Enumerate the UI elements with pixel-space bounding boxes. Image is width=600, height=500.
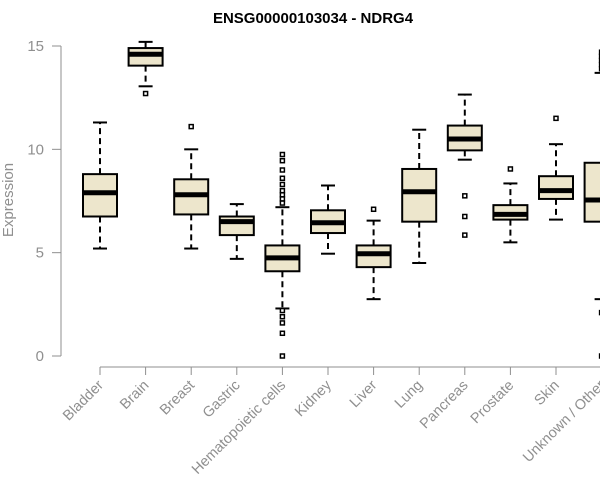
outlier-point — [462, 193, 468, 199]
box-kidney — [310, 184, 346, 255]
outlier-point — [462, 232, 468, 238]
outlier-point — [279, 181, 286, 188]
box-prostate — [492, 166, 529, 244]
plot-area — [82, 40, 600, 359]
outlier-point — [553, 115, 559, 122]
y-tick-label: 10 — [27, 141, 44, 158]
x-tick-label: Bladder — [60, 377, 107, 424]
x-tick-label: Kidney — [292, 377, 335, 420]
box-hematopoietic-cells — [264, 151, 301, 359]
box-gastric — [218, 203, 255, 260]
y-axis-label: Expression — [0, 163, 17, 237]
box-brain — [127, 40, 164, 97]
outlier-point — [279, 157, 286, 164]
box-liver — [355, 206, 392, 301]
outlier-point — [370, 206, 377, 213]
iqr-box — [401, 167, 438, 223]
x-tick-label: Gastric — [200, 378, 244, 422]
x-tick-label: Liver — [347, 377, 381, 411]
outlier-point — [279, 307, 286, 314]
iqr-box — [355, 244, 392, 269]
outlier-point — [279, 175, 286, 182]
outlier-point — [279, 167, 286, 173]
outlier-point — [279, 200, 286, 206]
outlier-point — [462, 213, 468, 220]
box-pancreas — [446, 93, 483, 238]
chart-title: ENSG00000103034 - NDRG4 — [213, 10, 414, 27]
outlier-point — [142, 90, 149, 97]
x-tick-label: Pancreas — [417, 378, 472, 433]
y-tick-label: 0 — [36, 348, 44, 365]
box-skin — [538, 115, 574, 221]
box-bladder — [82, 121, 118, 250]
x-tick-label: Lung — [392, 378, 426, 412]
outlier-point — [279, 320, 286, 326]
box-breast — [173, 123, 210, 250]
x-tick-label: Breast — [157, 378, 198, 419]
outlier-point — [279, 313, 286, 320]
outlier-point — [188, 123, 194, 130]
iqr-box — [583, 161, 600, 223]
x-tick-label: Skin — [532, 378, 563, 409]
x-tick-label: Prostate — [468, 378, 517, 427]
y-axis: 0 5 10 15 — [27, 38, 62, 365]
x-tick-label: Brain — [117, 378, 152, 413]
outlier-point — [507, 166, 514, 172]
iqr-box — [127, 47, 164, 67]
outlier-point — [279, 151, 286, 158]
box-lung — [401, 128, 438, 264]
outlier-point — [279, 330, 286, 337]
y-tick-label: 15 — [27, 38, 44, 55]
y-tick-label: 5 — [36, 245, 44, 262]
box-unknown-other — [583, 49, 600, 359]
iqr-box — [82, 173, 118, 218]
outlier-point — [279, 353, 286, 359]
iqr-box — [538, 175, 574, 200]
